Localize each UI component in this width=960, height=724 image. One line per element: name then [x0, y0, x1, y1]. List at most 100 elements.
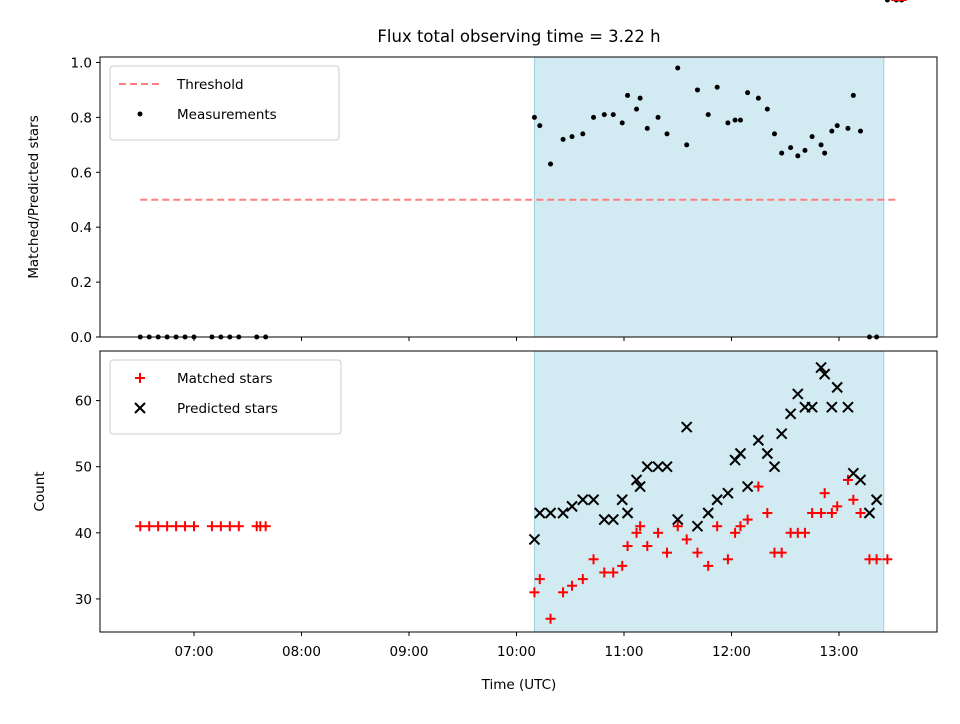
- x-b: [734, 447, 747, 460]
- measurement-point: [560, 136, 566, 142]
- measurement-point: [675, 65, 681, 71]
- predicted-star-point: [863, 507, 876, 519]
- x-b: [630, 474, 643, 486]
- matched-star-point: [206, 521, 217, 532]
- matched-star-point: [162, 521, 173, 532]
- y-tick-label: 60: [75, 394, 92, 410]
- matched-star-point: [622, 541, 633, 552]
- x-b: [741, 480, 754, 493]
- x-b: [598, 513, 610, 526]
- matched-star-point: [215, 521, 226, 532]
- x-tick-label: 10:00: [497, 644, 536, 660]
- x-b: [775, 427, 788, 440]
- legend-label: Predicted stars: [177, 401, 278, 417]
- matched-star-point: [631, 527, 642, 538]
- measurement-point: [644, 125, 650, 131]
- predicted-star-point: [741, 480, 754, 493]
- legend-label: Matched stars: [177, 371, 273, 387]
- x-b: [621, 507, 634, 519]
- measurement-point: [625, 92, 631, 98]
- measurement-point: [788, 145, 794, 151]
- matched-star-point: [599, 567, 610, 578]
- measurement-point: [755, 95, 761, 101]
- matched-star-point: [567, 580, 578, 591]
- x-b: [544, 507, 557, 519]
- predicted-star-point: [621, 507, 634, 519]
- predicted-star-point: [792, 388, 804, 400]
- matched-star-point: [635, 521, 646, 532]
- measurement-point: [694, 87, 700, 93]
- x-b: [557, 507, 569, 519]
- measurement-point: [737, 117, 743, 123]
- x-b: [784, 408, 797, 420]
- axes-frame: [99, 56, 938, 338]
- x-b: [711, 494, 723, 506]
- matched-star-point: [153, 521, 164, 532]
- matched-star-point: [799, 527, 810, 538]
- measurement-point: [772, 131, 777, 137]
- legend-box: [109, 65, 340, 141]
- matched-star-point: [816, 507, 827, 518]
- predicted-star-point: [661, 460, 673, 473]
- x-b: [722, 487, 734, 499]
- x-b: [831, 381, 843, 394]
- matched-star-point: [753, 481, 764, 492]
- predicted-star-point: [818, 368, 831, 380]
- y-tick-label: 0.0: [71, 330, 92, 346]
- x-b: [863, 507, 876, 519]
- predicted-star-point: [672, 513, 684, 526]
- predicted-star-point: [806, 401, 818, 413]
- matched-star-point: [233, 521, 244, 532]
- predicted-star-point: [691, 520, 704, 532]
- matched-star-point: [558, 587, 569, 598]
- matched-star-point: [534, 574, 545, 585]
- matched-star-point: [180, 521, 191, 532]
- matched-star-point: [617, 560, 628, 571]
- predicted-star-point: [854, 474, 867, 486]
- predicted-star-point: [566, 500, 578, 513]
- y-tick-label: 50: [75, 460, 92, 476]
- chart-title: Flux total observing time = 3.22 h: [377, 27, 660, 46]
- y-axis-label: Count: [32, 471, 48, 511]
- predicted-star-point: [870, 494, 883, 506]
- matched-star-point: [882, 554, 893, 565]
- x-b: [634, 480, 646, 493]
- x-b: [577, 494, 589, 506]
- predicted-star-point: [681, 421, 693, 433]
- measurement-point: [531, 114, 537, 120]
- legend-dot-swatch: [137, 111, 143, 117]
- predicted-star-point: [831, 381, 843, 394]
- predicted-star-point: [775, 427, 788, 440]
- predicted-star-point: [634, 480, 646, 493]
- predicted-star-point: [652, 460, 664, 473]
- bottom-panel: 07:00 08:00 09:00 10:00 11:00 12:00 13:00 30 40 5…: [32, 0, 938, 660]
- legend-box: [109, 359, 342, 435]
- x-b: [566, 500, 578, 513]
- x-b: [870, 494, 883, 506]
- matched-star-point: [855, 507, 866, 518]
- matched-star-point: [832, 501, 843, 512]
- measurement-point: [858, 128, 863, 134]
- matched-star-point: [848, 494, 859, 505]
- y-tick-label: 0.6: [71, 165, 92, 181]
- matched-star-point: [807, 507, 818, 518]
- x-b: [818, 368, 831, 380]
- measurement-point: [634, 106, 640, 112]
- predicted-star-point: [768, 460, 781, 473]
- measurement-point: [764, 106, 770, 112]
- predicted-star-point: [528, 533, 541, 546]
- measurement-point: [745, 90, 751, 96]
- measurement-point: [822, 150, 828, 156]
- measurement-point: [705, 112, 711, 118]
- predicted-star-point: [784, 408, 797, 420]
- measurement-point: [664, 131, 670, 137]
- x-b: [607, 513, 619, 526]
- matched-star-point: [260, 521, 271, 532]
- measurement-point: [580, 131, 586, 137]
- x-b: [534, 507, 546, 519]
- legend-label: Threshold: [176, 77, 244, 93]
- matched-star-point: [545, 613, 556, 624]
- measurement-point: [725, 120, 731, 126]
- predicted-star-point: [842, 401, 854, 413]
